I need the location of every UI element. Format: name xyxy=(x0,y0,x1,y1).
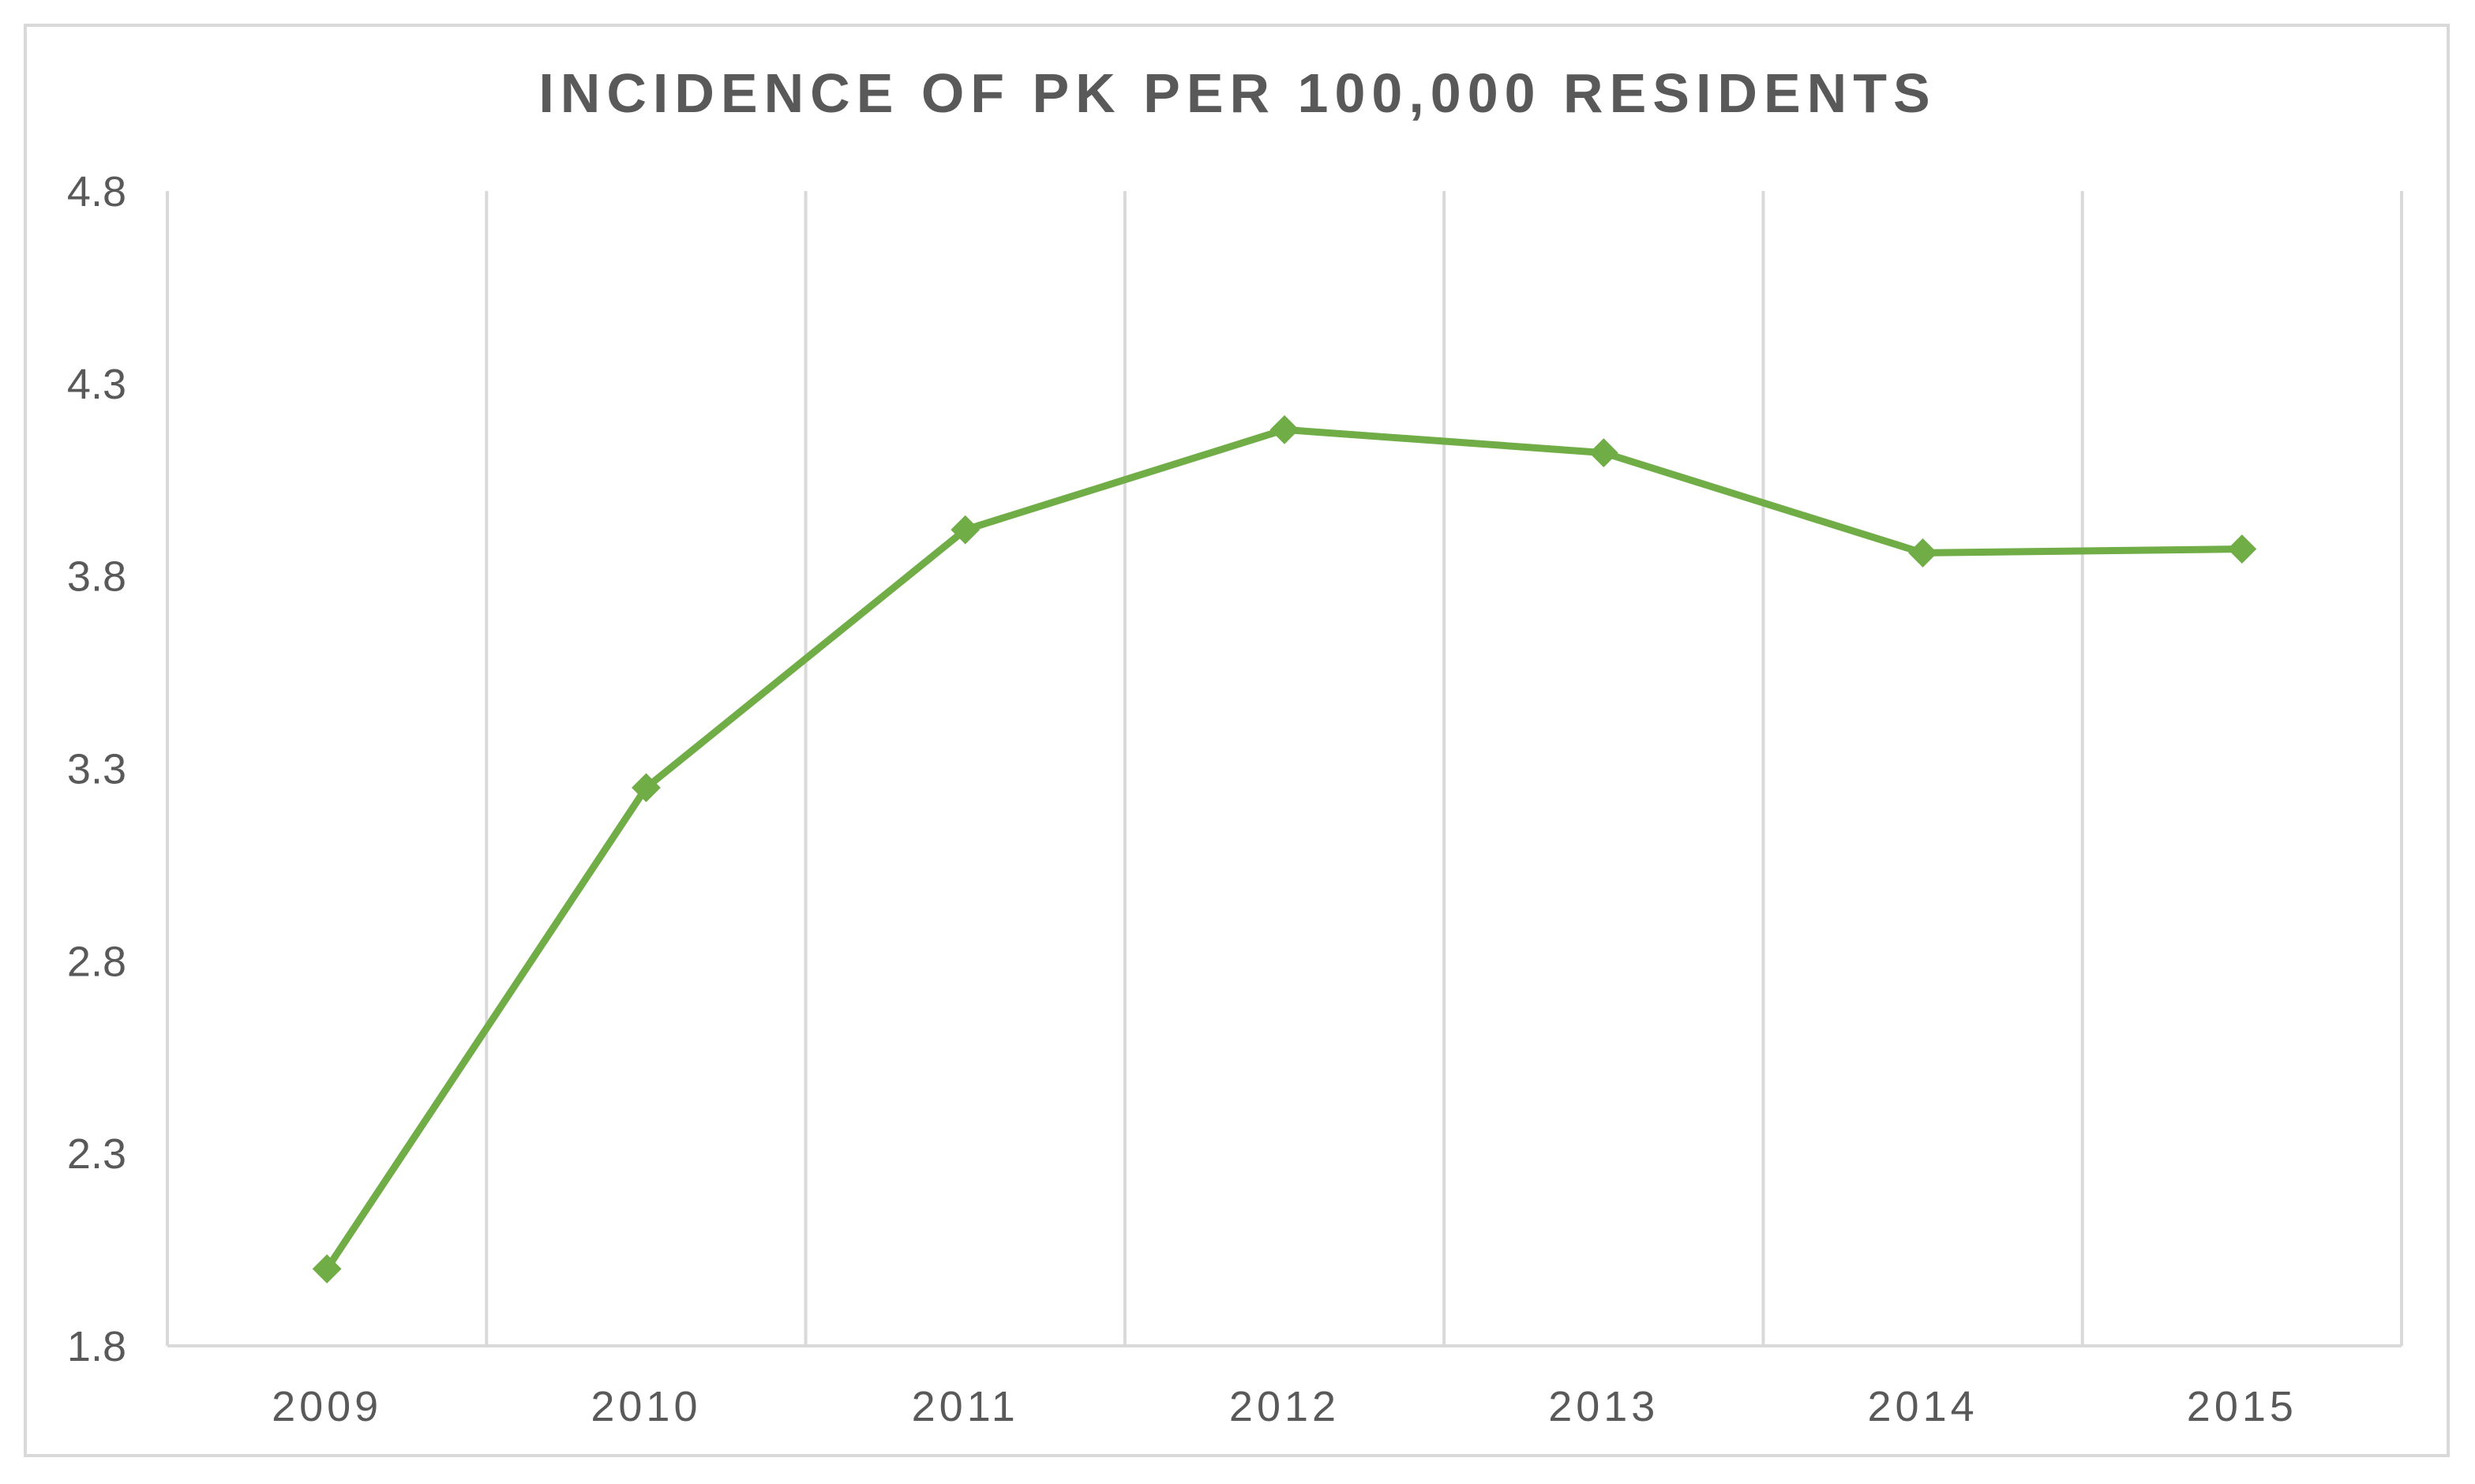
x-tick-label: 2015 xyxy=(2187,1383,2297,1430)
data-point-marker xyxy=(632,773,661,803)
x-tick-label: 2013 xyxy=(1548,1383,1659,1430)
x-tick-label: 2010 xyxy=(591,1383,701,1430)
data-point-marker xyxy=(951,515,981,545)
data-series xyxy=(312,414,2257,1284)
chart-title: INCIDENCE OF PK PER 100,000 RESIDENTS xyxy=(538,62,1937,124)
y-tick-label: 3.3 xyxy=(67,746,126,793)
y-tick-label: 4.3 xyxy=(67,361,126,408)
gridlines xyxy=(166,191,2403,1346)
data-point-marker xyxy=(2227,534,2257,564)
series-line xyxy=(323,425,2246,1272)
data-point-marker xyxy=(1908,538,1937,568)
data-point-marker xyxy=(1588,438,1618,468)
x-tick-label: 2011 xyxy=(912,1383,1019,1430)
y-tick-label: 2.8 xyxy=(67,938,126,985)
y-tick-label: 1.8 xyxy=(67,1323,126,1370)
y-tick-label: 3.8 xyxy=(67,553,126,601)
chart-frame xyxy=(24,24,2450,1457)
x-tick-label: 2014 xyxy=(1868,1383,1978,1430)
y-axis-labels: 1.8 2.3 2.8 3.3 3.8 4.3 4.8 xyxy=(67,168,126,1370)
x-tick-label: 2012 xyxy=(1229,1383,1340,1430)
data-point-marker xyxy=(312,1254,342,1284)
y-tick-label: 4.8 xyxy=(67,168,126,215)
y-tick-label: 2.3 xyxy=(67,1130,126,1178)
x-axis-labels: 2009 2010 2011 2012 2013 2014 2015 xyxy=(272,1383,2297,1430)
data-point-marker xyxy=(1269,414,1299,444)
x-tick-label: 2009 xyxy=(272,1383,382,1430)
